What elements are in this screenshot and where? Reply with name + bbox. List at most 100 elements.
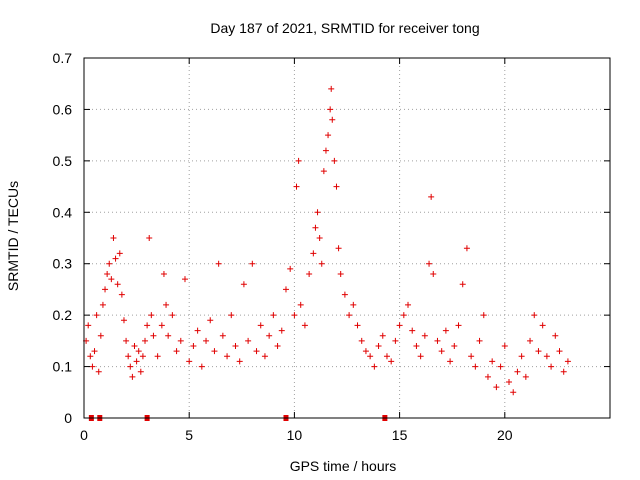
data-point [125, 353, 132, 360]
data-point [320, 168, 327, 175]
data-point [379, 332, 386, 339]
data-point [139, 353, 146, 360]
data-point [144, 322, 151, 329]
data-point [527, 337, 534, 344]
data-point [224, 353, 231, 360]
data-point [104, 271, 111, 277]
data-point [120, 317, 127, 324]
data-point [480, 312, 487, 319]
data-point [306, 271, 313, 277]
data-point [451, 343, 458, 349]
y-tick-label: 0.4 [53, 204, 73, 220]
data-point [564, 358, 571, 365]
y-tick-label: 0.6 [53, 101, 73, 117]
data-point [114, 281, 121, 288]
data-point [249, 260, 256, 267]
data-point [270, 312, 277, 319]
data-point [186, 358, 193, 365]
data-point [535, 348, 542, 355]
data-point [154, 353, 161, 360]
data-point [194, 327, 201, 334]
data-point [97, 332, 104, 339]
data-point [266, 332, 273, 339]
data-point [468, 353, 475, 360]
data-point [169, 312, 176, 319]
data-point [278, 327, 285, 334]
data-point [129, 373, 136, 380]
y-tick-label: 0.7 [53, 50, 73, 66]
data-point [455, 322, 462, 329]
data-point [484, 373, 491, 380]
data-point [328, 85, 335, 92]
data-point [282, 286, 289, 293]
data-point [358, 337, 365, 344]
data-point [316, 235, 323, 241]
data-point [123, 337, 130, 344]
data-point [413, 343, 420, 349]
data-point [236, 358, 243, 365]
data-point [295, 157, 302, 164]
data-point [89, 363, 96, 370]
data-point [150, 332, 157, 339]
y-tick-label: 0.1 [53, 359, 73, 375]
data-point [93, 312, 100, 319]
data-point [274, 343, 281, 349]
data-point [158, 322, 165, 329]
data-point [331, 157, 338, 164]
data-point [329, 116, 336, 123]
data-point [409, 327, 416, 334]
y-tick-label: 0 [64, 410, 72, 426]
data-point [257, 322, 264, 329]
data-point [253, 348, 260, 355]
y-tick-label: 0.3 [53, 256, 73, 272]
data-point [518, 353, 525, 360]
data-point [438, 348, 445, 355]
data-point [350, 301, 357, 308]
data-point [405, 301, 412, 308]
data-point [108, 276, 115, 283]
data-point [501, 343, 508, 349]
data-point [552, 332, 559, 339]
data-point [310, 250, 317, 257]
data-point [341, 291, 348, 298]
data-point [228, 312, 235, 319]
data-point [160, 271, 167, 277]
data-point [354, 322, 361, 329]
data-point [371, 363, 378, 370]
data-point [333, 183, 340, 190]
data-point [383, 353, 390, 360]
data-point [510, 389, 517, 396]
data-point [87, 353, 94, 360]
axes: 0 5 10 15 20 0 0.1 0.2 0.3 0.4 0.5 0.6 0.7 [53, 50, 610, 443]
data-point [335, 245, 342, 252]
data-point [362, 348, 369, 355]
data-point [245, 337, 252, 344]
x-axis-label: GPS time / hours [290, 458, 397, 474]
data-point [327, 106, 334, 113]
data-point [131, 343, 138, 349]
grid [84, 58, 610, 418]
y-tick-label: 0.2 [53, 307, 73, 323]
x-tick-label: 5 [185, 427, 193, 443]
data-point [560, 368, 567, 375]
data-point [506, 379, 513, 385]
data-point [522, 373, 529, 380]
data-point [493, 384, 500, 391]
data-point [375, 343, 382, 349]
data-point [514, 368, 521, 375]
data-point [392, 337, 399, 344]
x-tick-label: 20 [497, 427, 513, 443]
data-point [127, 363, 134, 370]
data-point [346, 312, 353, 319]
data-point [430, 271, 437, 277]
data-point [99, 301, 106, 308]
data-point [142, 337, 149, 344]
data-point [215, 260, 222, 267]
data-point [556, 348, 563, 355]
data-point [181, 276, 188, 283]
data-point [240, 281, 247, 288]
data-point [177, 337, 184, 344]
data-point [261, 353, 268, 360]
data-point [211, 348, 218, 355]
